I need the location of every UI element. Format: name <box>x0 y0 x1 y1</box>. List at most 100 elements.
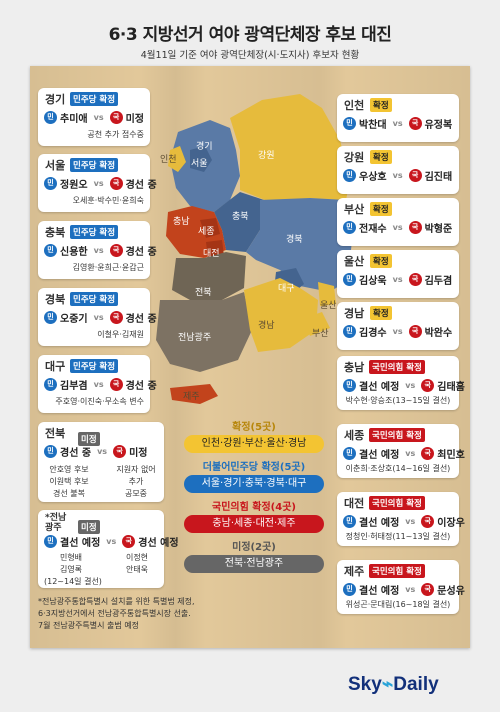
region-card-gangwon: 강원 확정 민 우상호 vs 국 김진태 <box>337 146 459 194</box>
logo-leaf-icon: ⌁ <box>381 674 394 695</box>
candidate-row: 민 전재수 vs 국 박형준 <box>343 220 452 235</box>
gukmin-candidate: 경선 중 <box>125 247 157 258</box>
minju-candidate: 결선 예정 <box>359 450 400 461</box>
map-region-sejong <box>200 218 220 238</box>
region-name: 강원 <box>344 151 365 164</box>
candidate-row: 민 신용한 vs 국 경선 중 <box>44 243 157 258</box>
map-label-gyeonggi: 경기 <box>196 142 213 152</box>
gukmin-candidate: 최민호 <box>437 450 465 461</box>
minju-badge: 민 <box>343 379 356 392</box>
gukmin-candidate: 문성유 <box>437 586 465 597</box>
vs-label: vs <box>405 449 416 458</box>
vs-label: vs <box>392 171 403 180</box>
minju-badge: 민 <box>44 535 57 548</box>
vs-label: vs <box>93 313 104 322</box>
status-tag: 민주당 확정 <box>70 92 119 106</box>
candidate-note: 공천 추가 접수중 <box>87 130 144 139</box>
region-name: 대구 <box>45 360 66 373</box>
map-region-chungbuk <box>214 192 270 252</box>
region-name: 울산 <box>344 255 365 268</box>
status-tag: 국민의힘 확정 <box>369 564 425 578</box>
minju-badge: 민 <box>343 117 356 130</box>
map-region-gangwon <box>230 94 350 202</box>
candidate-row: 민 결선 예정 vs 국 이장우 <box>343 514 465 529</box>
minju-badge: 민 <box>44 177 57 190</box>
region-card-ulsan: 울산 확정 민 김상욱 vs 국 김두겸 <box>337 250 459 298</box>
candidate-row: 민 추미애 vs 국 미정 <box>44 110 144 125</box>
map-label-sejong: 세종 <box>198 227 215 237</box>
status-tag: 미정 <box>78 432 100 446</box>
gukmin-badge: 국 <box>109 111 123 124</box>
region-name: *전남 광주 <box>45 513 66 533</box>
vs-label: vs <box>392 327 403 336</box>
region-card-chungbuk: 충북 민주당 확정 민 신용한 vs 국 경선 중 김영환·윤희근·윤갑근 <box>38 221 157 279</box>
status-tag: 민주당 확정 <box>70 225 119 239</box>
region-name: 인천 <box>344 99 365 112</box>
minju-badge: 민 <box>343 325 356 338</box>
minju-note: 경선 불복 <box>53 489 85 498</box>
gukmin-candidate: 김태흠 <box>437 382 465 393</box>
runoff-note: 정청인·허태정(11~13일 결선) <box>345 532 451 541</box>
minju-badge: 민 <box>343 169 356 182</box>
gukmin-badge: 국 <box>408 325 422 338</box>
gukmin-note-list: 지원자 없어 추가 공모중 <box>112 464 160 500</box>
minju-badge: 민 <box>343 447 356 460</box>
region-card-incheon: 인천 확정 민 박찬대 vs 국 유정복 <box>337 94 459 142</box>
gukmin-badge: 국 <box>113 445 127 458</box>
minju-badge: 민 <box>44 244 57 257</box>
gukmin-note-list: 이정현 안태욱 <box>114 552 160 576</box>
minju-candidate: 오중기 <box>60 314 88 325</box>
minju-candidate: 김경수 <box>359 328 387 339</box>
minju-note: 민형배 <box>59 553 83 562</box>
gukmin-candidate: 경선 중 <box>125 314 157 325</box>
minju-candidate: 김상욱 <box>359 276 387 287</box>
minju-badge: 민 <box>343 583 356 596</box>
gukmin-note: 공모중 <box>124 489 148 498</box>
vs-label: vs <box>93 246 104 255</box>
legend-bar: 충남·세종·대전·제주 <box>184 515 324 533</box>
legend-title: 확정(5곳) <box>232 422 276 433</box>
region-name: 충북 <box>45 226 66 239</box>
gukmin-note: 이정현 <box>125 553 149 562</box>
minju-badge: 민 <box>343 221 356 234</box>
status-tag: 확정 <box>370 98 392 112</box>
minju-badge: 민 <box>44 445 57 458</box>
minju-note: 이원택 후보 <box>49 477 89 486</box>
region-name: 제주 <box>344 565 365 578</box>
map-region-daejeon <box>206 240 224 258</box>
region-card-chungnam: 충남 국민의힘 확정 민 결선 예정 vs 국 김태흠 박수현·양승조(13~15일… <box>337 356 465 410</box>
legend-gukmin: 국민의힘 확정(4곳) 충남·세종·대전·제주 <box>184 498 324 533</box>
status-tag: 국민의힘 확정 <box>369 496 425 510</box>
gukmin-candidate: 경선 중 <box>125 180 157 191</box>
minju-badge: 민 <box>44 311 57 324</box>
minju-note: 안호영 후보 <box>49 465 89 474</box>
gukmin-candidate: 미정 <box>129 448 148 459</box>
map-label-jeju: 제주 <box>183 392 200 402</box>
gukmin-note: 추가 <box>128 477 144 486</box>
map-region-ulsan <box>318 282 336 306</box>
gukmin-candidate: 경선 예정 <box>138 538 179 549</box>
vs-label: vs <box>392 223 403 232</box>
region-name: 대전 <box>344 497 365 510</box>
candidate-row: 민 김상욱 vs 국 김두겸 <box>343 272 452 287</box>
candidate-row: 민 결선 예정 vs 국 김태흠 <box>343 378 465 393</box>
map-label-chungbuk: 충북 <box>232 212 249 222</box>
candidate-row: 민 우상호 vs 국 김진태 <box>343 168 452 183</box>
vs-label: vs <box>97 447 108 456</box>
logo-part1: Sky <box>348 674 382 695</box>
region-name: 충남 <box>344 361 365 374</box>
region-name-line2: 광주 <box>45 523 62 533</box>
vs-label: vs <box>392 275 403 284</box>
minju-candidate: 김부겸 <box>60 381 88 392</box>
status-tag: 미정 <box>78 520 100 534</box>
legend-confirmed: 확정(5곳) 인천·강원·부산·울산·경남 <box>184 418 324 453</box>
footnote-line: 6·3지방선거에서 전남광주통합특별시장 선출. <box>38 609 191 618</box>
status-tag: 국민의힘 확정 <box>369 428 425 442</box>
gukmin-badge: 국 <box>408 169 422 182</box>
candidate-row: 민 김부겸 vs 국 경선 중 <box>44 377 157 392</box>
gukmin-note: 지원자 없어 <box>116 465 156 474</box>
candidate-row: 민 김경수 vs 국 박완수 <box>343 324 452 339</box>
minju-candidate: 박찬대 <box>359 120 387 131</box>
map-label-seoul: 서울 <box>191 159 208 169</box>
logo-part2: Daily <box>393 674 439 695</box>
